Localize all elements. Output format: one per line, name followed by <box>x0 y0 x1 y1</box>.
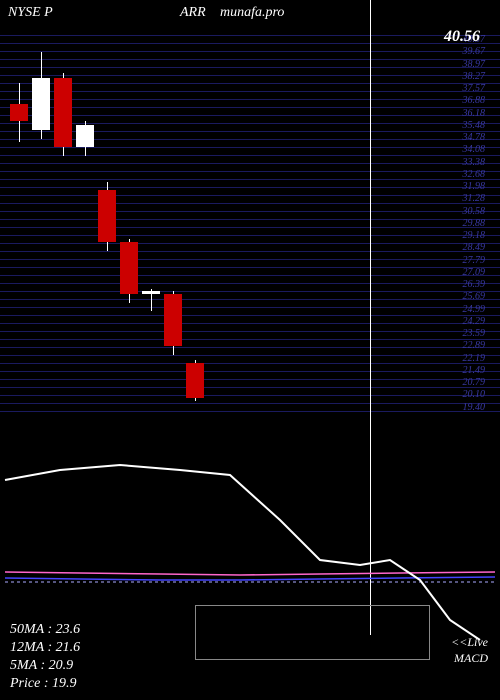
stat-50ma: 50MA : 23.6 <box>10 622 80 638</box>
macd-label: MACD <box>454 651 488 666</box>
indicator-box <box>195 605 430 660</box>
stat-12ma: 12MA : 21.6 <box>10 640 80 656</box>
stat-5ma: 5MA : 20.9 <box>10 658 73 674</box>
stat-price: Price : 19.9 <box>10 676 76 692</box>
indicator-lines <box>0 0 500 700</box>
live-label: <<Live <box>451 635 488 650</box>
chart-container: NYSE P ARR munafa.pro 40.3739.6738.9738.… <box>0 0 500 700</box>
